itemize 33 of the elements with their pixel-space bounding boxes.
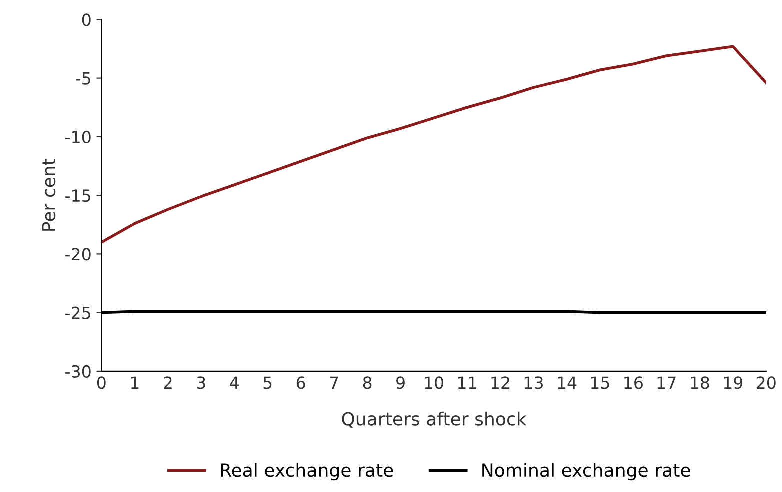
x-tick-label: 3: [197, 376, 206, 390]
x-tick-label: 6: [296, 376, 306, 390]
x-tick-label: 18: [691, 376, 710, 390]
y-tick-label: -25: [66, 306, 90, 320]
x-tick-label: 14: [558, 376, 577, 389]
x-tick-label: 13: [524, 376, 543, 390]
x-tick-label: 10: [425, 376, 444, 390]
x-tick-label: 2: [164, 376, 172, 389]
legend-label: Nominal exchange rate: [482, 463, 690, 481]
x-tick-label: 5: [264, 376, 272, 390]
y-tick-label: -5: [76, 72, 90, 85]
y-tick-label: -15: [66, 190, 90, 202]
y-tick-label: -20: [66, 248, 91, 261]
x-tick-label: 11: [458, 376, 476, 389]
x-tick-label: 20: [756, 376, 776, 390]
x-tick-label: 17: [658, 376, 676, 389]
x-tick-label: 8: [363, 376, 372, 390]
y-tick-label: 0: [82, 14, 91, 26]
x-tick-label: 1: [131, 376, 139, 389]
x-tick-label: 12: [492, 376, 510, 389]
x-tick-label: 4: [230, 376, 239, 389]
legend-label: Real exchange rate: [221, 463, 394, 481]
y-tick-label: -10: [66, 130, 91, 144]
y-axis-title: Per cent: [42, 158, 56, 231]
x-tick-label: 7: [330, 376, 338, 389]
x-tick-label: 15: [591, 376, 610, 390]
line-series: [102, 45, 766, 244]
x-axis-title: Quarters after shock: [342, 412, 527, 428]
x-tick-label: 19: [724, 376, 743, 390]
y-tick-label: -30: [66, 365, 91, 378]
x-tick-label: 0: [97, 376, 106, 390]
x-tick-label: 9: [396, 376, 405, 390]
x-tick-label: 16: [624, 376, 643, 390]
